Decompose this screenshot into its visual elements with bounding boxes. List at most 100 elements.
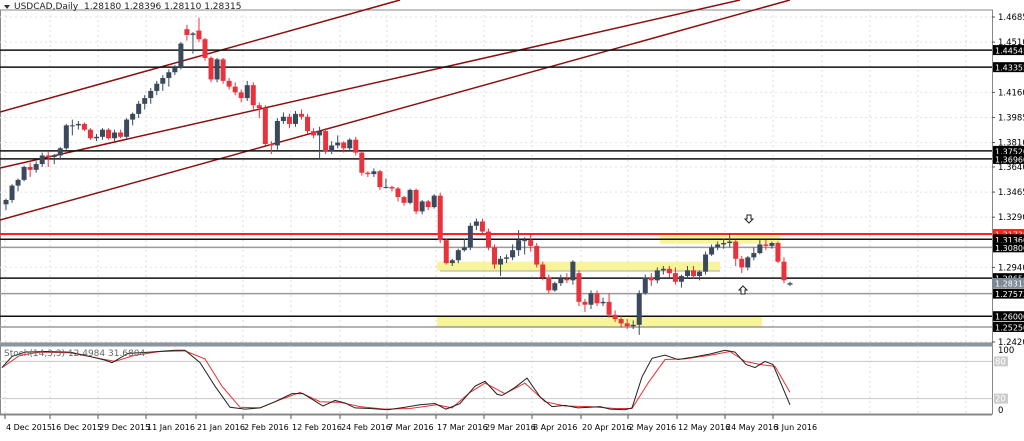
- bull-candle: [684, 270, 690, 277]
- price-tick-label: 1.46850: [998, 13, 1024, 23]
- date-tick-label: 16 Dec 2015: [51, 423, 102, 432]
- price-tick-label: 1.39850: [998, 113, 1024, 123]
- bear-candle: [733, 241, 739, 259]
- price-tick-label: 1.29400: [998, 263, 1024, 273]
- level-tag-label: 1.44545: [995, 47, 1024, 56]
- level-tag-label: 1.30800: [995, 244, 1024, 253]
- bull-candle: [570, 261, 576, 281]
- bull-candle: [33, 164, 39, 170]
- stoch-axis-label: 80: [995, 357, 1006, 367]
- bull-candle: [124, 119, 130, 137]
- bear-candle: [118, 132, 124, 137]
- bull-candle: [678, 276, 684, 282]
- ohlc-values: 1.28180 1.28396 1.28110 1.28315: [83, 2, 242, 12]
- level-tag-label: 1.37520: [995, 147, 1024, 156]
- bear-candle: [81, 123, 87, 130]
- bull-candle: [3, 199, 9, 205]
- bull-candle: [214, 59, 220, 80]
- bull-candle: [588, 293, 594, 305]
- bear-candle: [256, 105, 262, 109]
- bull-candle: [709, 247, 715, 255]
- bear-candle: [739, 258, 745, 268]
- bear-candle: [262, 108, 268, 144]
- price-tick-label: 1.36400: [998, 163, 1024, 173]
- date-tick-label: 17 Mar 2016: [437, 423, 488, 432]
- bull-candle: [419, 201, 425, 212]
- bull-candle: [516, 240, 522, 251]
- level-tag: [993, 228, 1024, 239]
- bear-candle: [401, 197, 407, 203]
- bull-candle: [112, 132, 118, 139]
- bear-candle: [618, 319, 624, 324]
- bull-candle: [172, 67, 178, 73]
- bear-candle: [45, 155, 51, 157]
- level-tag: [993, 45, 1024, 56]
- bear-candle: [311, 131, 317, 136]
- bear-candle: [238, 92, 244, 99]
- date-tick-label: 2 Feb 2016: [244, 423, 289, 432]
- bull-candle: [498, 258, 504, 265]
- bear-candle: [413, 189, 419, 212]
- bear-candle: [359, 152, 365, 173]
- bull-candle: [178, 43, 184, 68]
- bull-candle: [317, 131, 323, 136]
- bull-candle: [600, 301, 606, 304]
- date-tick-label: 7 Mar 2016: [388, 423, 434, 432]
- bull-candle: [636, 293, 642, 325]
- date-tick-label: 29 Dec 2015: [99, 423, 150, 432]
- date-tick-label: 12 Feb 2016: [292, 423, 342, 432]
- date-tick-label: 12 May 2016: [678, 423, 730, 432]
- bull-candle: [57, 148, 63, 156]
- bear-candle: [534, 245, 540, 265]
- bear-candle: [299, 113, 305, 117]
- bear-candle: [666, 268, 672, 274]
- date-tick-label: 8 Apr 2016: [533, 423, 577, 432]
- bull-candle: [522, 240, 528, 242]
- bear-candle: [528, 240, 534, 246]
- bull-candle: [558, 278, 564, 284]
- level-tag-label: 1.28315: [995, 279, 1024, 288]
- bull-candle: [99, 129, 105, 137]
- bear-candle: [27, 166, 33, 170]
- arrow-down-icon: [743, 214, 755, 224]
- bull-candle: [51, 155, 57, 157]
- level-tag: [993, 242, 1024, 253]
- bull-candle: [473, 221, 479, 226]
- bear-candle: [220, 59, 226, 81]
- bear-candle: [250, 85, 256, 106]
- bear-candle: [341, 142, 347, 149]
- stoch-panel-frame: [0, 345, 993, 415]
- date-tick-label: 21 Jan 2016: [197, 423, 245, 432]
- stoch-tag: [994, 393, 1008, 404]
- bear-candle: [106, 129, 112, 139]
- price-tick-label: 1.34650: [998, 188, 1024, 198]
- level-tag: [993, 153, 1024, 164]
- bull-candle: [504, 257, 510, 259]
- bear-candle: [425, 201, 431, 208]
- bull-candle: [292, 113, 298, 124]
- bear-candle: [208, 57, 214, 80]
- bear-candle: [389, 187, 395, 189]
- bull-candle: [21, 166, 27, 180]
- bull-candle: [697, 271, 703, 277]
- level-tag: [993, 321, 1024, 332]
- stoch-axis-label: 100: [998, 346, 1014, 356]
- bull-candle: [461, 247, 467, 251]
- arrow-up-icon: [737, 285, 749, 295]
- bear-candle: [353, 139, 359, 153]
- bear-candle: [491, 247, 497, 265]
- level-tag: [993, 145, 1024, 156]
- bear-candle: [365, 172, 371, 175]
- bull-candle: [274, 121, 280, 146]
- dropdown-triangle-icon[interactable]: [4, 4, 10, 9]
- date-tick-label: 2 May 2016: [629, 423, 676, 432]
- bear-candle: [305, 116, 311, 132]
- bear-candle: [377, 171, 383, 188]
- price-tick-label: 1.32900: [998, 213, 1024, 223]
- date-tick-label: 20 Apr 2016: [582, 423, 631, 432]
- chart-title: USDCAD,Daily 1.28180 1.28396 1.28110 1.2…: [4, 2, 241, 12]
- date-tick-label: 11 Jan 2016: [147, 423, 195, 432]
- bear-candle: [323, 131, 329, 152]
